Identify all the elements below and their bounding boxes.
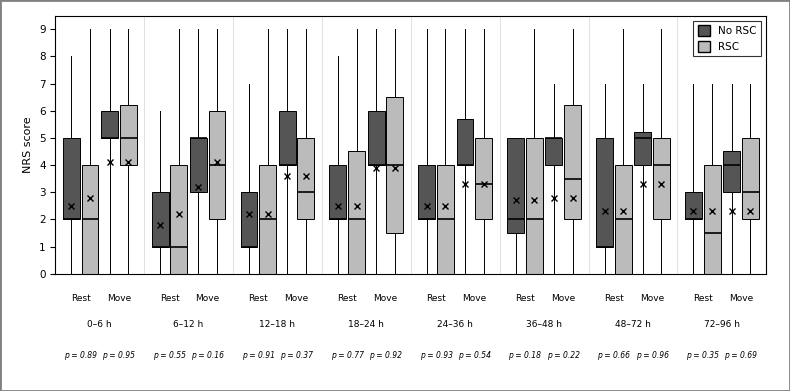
PathPatch shape bbox=[241, 192, 258, 247]
PathPatch shape bbox=[457, 119, 473, 165]
Text: Rest: Rest bbox=[604, 294, 624, 303]
PathPatch shape bbox=[437, 165, 454, 274]
PathPatch shape bbox=[704, 165, 720, 274]
PathPatch shape bbox=[476, 138, 492, 219]
PathPatch shape bbox=[634, 133, 651, 165]
PathPatch shape bbox=[564, 105, 581, 219]
PathPatch shape bbox=[171, 165, 187, 274]
Text: Move: Move bbox=[729, 294, 753, 303]
Text: 24–36 h: 24–36 h bbox=[438, 320, 473, 329]
PathPatch shape bbox=[685, 192, 702, 219]
PathPatch shape bbox=[367, 111, 385, 165]
Text: Rest: Rest bbox=[71, 294, 91, 303]
PathPatch shape bbox=[723, 151, 740, 192]
PathPatch shape bbox=[81, 165, 99, 274]
Text: Rest: Rest bbox=[427, 294, 446, 303]
PathPatch shape bbox=[63, 138, 80, 219]
Text: p = 0.95: p = 0.95 bbox=[103, 351, 135, 360]
PathPatch shape bbox=[545, 138, 562, 165]
Text: Rest: Rest bbox=[337, 294, 357, 303]
Text: p = 0.54: p = 0.54 bbox=[458, 351, 491, 360]
Text: p = 0.16: p = 0.16 bbox=[191, 351, 224, 360]
Text: p = 0.93: p = 0.93 bbox=[419, 351, 453, 360]
PathPatch shape bbox=[742, 138, 758, 219]
Text: p = 0.69: p = 0.69 bbox=[724, 351, 758, 360]
PathPatch shape bbox=[615, 165, 632, 274]
Text: Rest: Rest bbox=[515, 294, 535, 303]
PathPatch shape bbox=[596, 138, 613, 247]
Text: Move: Move bbox=[107, 294, 131, 303]
Text: p = 0.92: p = 0.92 bbox=[369, 351, 402, 360]
Text: Move: Move bbox=[284, 294, 309, 303]
Text: Rest: Rest bbox=[693, 294, 713, 303]
PathPatch shape bbox=[653, 138, 670, 219]
PathPatch shape bbox=[120, 105, 137, 165]
Text: p = 0.66: p = 0.66 bbox=[597, 351, 630, 360]
Text: p = 0.91: p = 0.91 bbox=[242, 351, 275, 360]
PathPatch shape bbox=[209, 111, 225, 219]
Text: p = 0.35: p = 0.35 bbox=[687, 351, 719, 360]
Text: Move: Move bbox=[462, 294, 487, 303]
Text: 0–6 h: 0–6 h bbox=[88, 320, 112, 329]
Text: Move: Move bbox=[640, 294, 664, 303]
Text: p = 0.77: p = 0.77 bbox=[331, 351, 363, 360]
Text: Move: Move bbox=[551, 294, 575, 303]
Text: 18–24 h: 18–24 h bbox=[348, 320, 384, 329]
Text: p = 0.22: p = 0.22 bbox=[547, 351, 580, 360]
PathPatch shape bbox=[259, 165, 276, 274]
PathPatch shape bbox=[279, 111, 295, 165]
Text: Move: Move bbox=[374, 294, 397, 303]
Text: 6–12 h: 6–12 h bbox=[174, 320, 204, 329]
Text: 36–48 h: 36–48 h bbox=[526, 320, 562, 329]
PathPatch shape bbox=[152, 192, 168, 247]
Text: Rest: Rest bbox=[160, 294, 179, 303]
Text: p = 0.96: p = 0.96 bbox=[636, 351, 668, 360]
Text: 72–96 h: 72–96 h bbox=[704, 320, 740, 329]
Text: p = 0.89: p = 0.89 bbox=[64, 351, 97, 360]
PathPatch shape bbox=[329, 165, 346, 219]
Text: Rest: Rest bbox=[249, 294, 269, 303]
Y-axis label: NRS score: NRS score bbox=[24, 117, 33, 173]
PathPatch shape bbox=[348, 151, 365, 274]
Text: 12–18 h: 12–18 h bbox=[259, 320, 295, 329]
PathPatch shape bbox=[101, 111, 118, 138]
Text: Move: Move bbox=[196, 294, 220, 303]
PathPatch shape bbox=[298, 138, 314, 219]
PathPatch shape bbox=[419, 165, 435, 219]
Text: p = 0.37: p = 0.37 bbox=[280, 351, 313, 360]
PathPatch shape bbox=[386, 97, 403, 233]
PathPatch shape bbox=[190, 138, 207, 192]
Text: p = 0.55: p = 0.55 bbox=[153, 351, 186, 360]
Text: 48–72 h: 48–72 h bbox=[615, 320, 651, 329]
PathPatch shape bbox=[526, 138, 543, 274]
PathPatch shape bbox=[507, 138, 524, 233]
Text: p = 0.18: p = 0.18 bbox=[509, 351, 541, 360]
Legend: No RSC, RSC: No RSC, RSC bbox=[694, 21, 761, 56]
